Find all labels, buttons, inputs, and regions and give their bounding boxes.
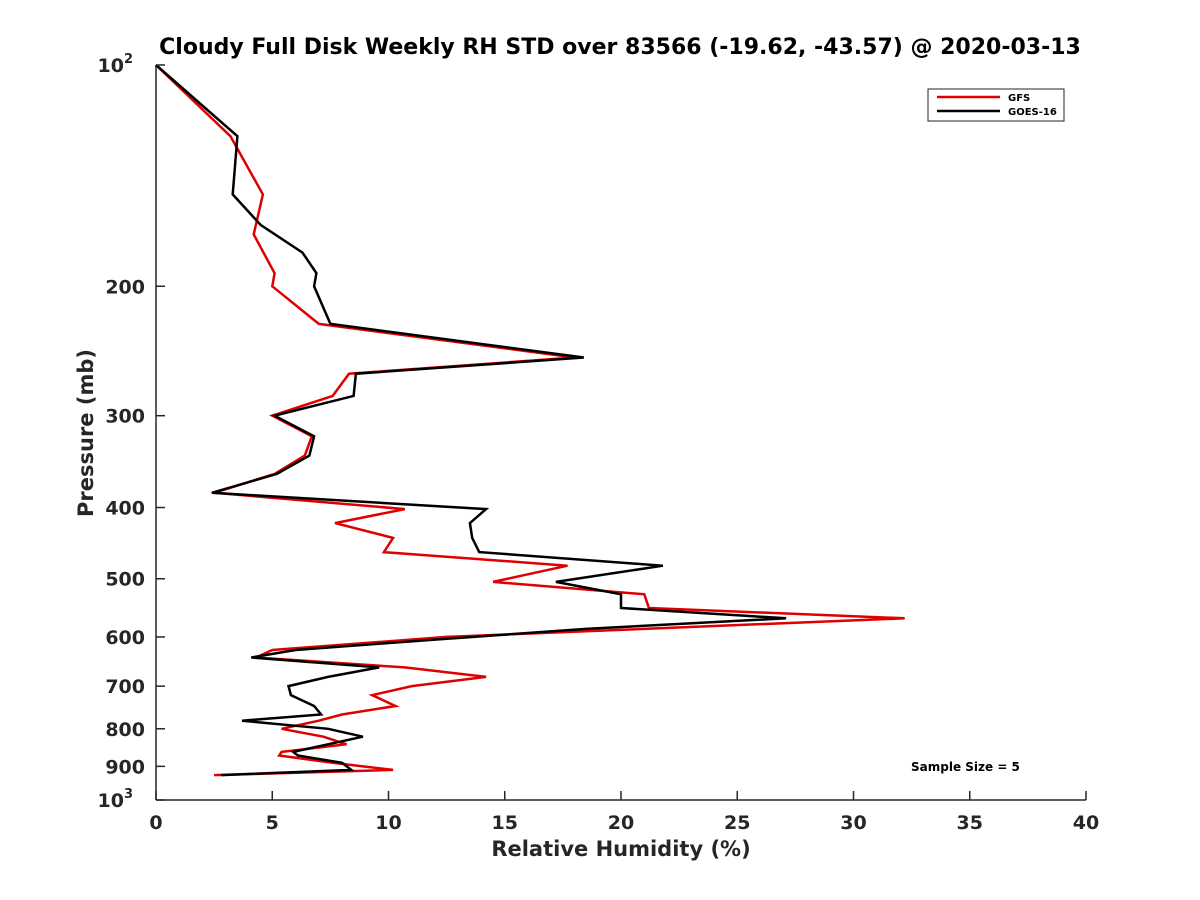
y-tick-label: 300 xyxy=(105,406,145,428)
x-tick-label: 25 xyxy=(724,812,750,834)
y-tick-label: 600 xyxy=(105,627,145,649)
x-tick-label: 10 xyxy=(375,812,401,834)
legend-label-goes-16: GOES-16 xyxy=(1008,107,1057,118)
series-line-gfs xyxy=(155,64,905,777)
y-axis-label: Pressure (mb) xyxy=(74,349,98,517)
plot-area: 0 5 10 15 20 25 30 35 40 102 200 300 400 500 600 700 80… xyxy=(98,52,1100,834)
x-axis-label: Relative Humidity (%) xyxy=(491,837,750,861)
sample-size-annotation: Sample Size = 5 xyxy=(911,760,1020,774)
y-tick-label: 102 xyxy=(98,52,134,77)
chart-title: Cloudy Full Disk Weekly RH STD over 8356… xyxy=(159,35,1081,60)
x-axis-ticks: 0 5 10 15 20 25 30 35 40 xyxy=(149,791,1099,834)
x-tick-label: 35 xyxy=(957,812,983,834)
y-tick-label: 500 xyxy=(105,569,145,591)
series-line-goes-16 xyxy=(155,64,787,777)
x-tick-label: 0 xyxy=(149,812,162,834)
y-tick-label: 700 xyxy=(105,676,145,698)
y-axis-ticks: 102 200 300 400 500 600 700 800 900 103 xyxy=(98,52,165,812)
y-tick-label: 400 xyxy=(105,498,145,520)
x-tick-label: 20 xyxy=(608,812,634,834)
x-tick-label: 30 xyxy=(840,812,866,834)
y-tick-label: 200 xyxy=(105,276,145,298)
y-tick-label: 800 xyxy=(105,719,145,741)
y-tick-label: 103 xyxy=(98,787,134,812)
y-tick-label: 900 xyxy=(105,756,145,778)
legend: GFS GOES-16 xyxy=(927,88,1065,122)
x-tick-label: 15 xyxy=(492,812,518,834)
legend-label-gfs: GFS xyxy=(1008,93,1030,104)
x-tick-label: 40 xyxy=(1073,812,1099,834)
series-layer xyxy=(155,64,905,777)
legend-box xyxy=(927,88,1065,122)
x-tick-label: 5 xyxy=(266,812,279,834)
